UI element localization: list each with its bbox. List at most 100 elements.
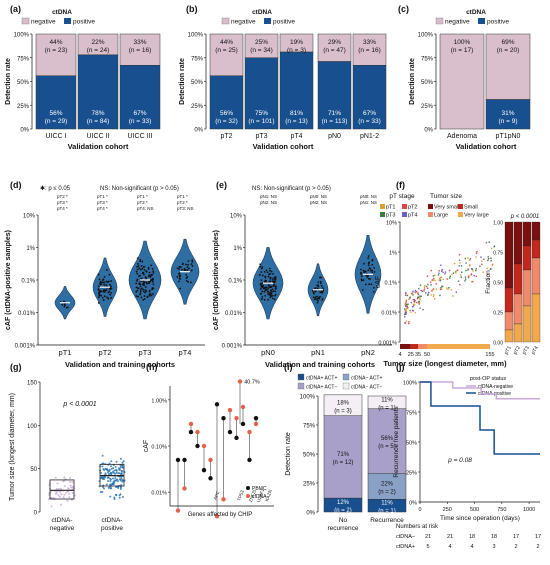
f-point bbox=[426, 275, 429, 277]
f-point bbox=[459, 262, 461, 264]
f-point bbox=[405, 313, 407, 315]
h-legend-cfdna: cfDNA bbox=[252, 494, 267, 500]
f-size-strip bbox=[400, 344, 411, 349]
f-point bbox=[475, 256, 477, 258]
e-point bbox=[318, 276, 321, 279]
f-point bbox=[475, 269, 477, 272]
e-point bbox=[267, 275, 270, 278]
h-point-pbmc bbox=[227, 429, 233, 435]
f-tick-label: 10% bbox=[386, 221, 397, 227]
f-point bbox=[405, 309, 408, 311]
f-point bbox=[464, 257, 467, 260]
f-point bbox=[427, 294, 429, 296]
i-seg-pct: 22% bbox=[381, 481, 394, 487]
d-point bbox=[138, 282, 141, 284]
f-point bbox=[442, 271, 444, 274]
b-bar-positive bbox=[352, 65, 387, 130]
e-category-label: pN2 bbox=[361, 348, 375, 357]
f-point bbox=[408, 321, 410, 323]
g-point bbox=[119, 466, 122, 469]
e-point bbox=[267, 299, 270, 301]
d-point bbox=[137, 262, 139, 265]
d-point bbox=[106, 296, 108, 299]
j-xtick-label: 500 bbox=[470, 507, 479, 513]
d-point bbox=[100, 283, 103, 286]
e-point bbox=[271, 297, 274, 300]
d-point bbox=[191, 259, 194, 262]
d-point bbox=[187, 280, 189, 283]
d-point bbox=[148, 271, 151, 274]
d-point bbox=[140, 287, 143, 290]
e-point bbox=[259, 265, 262, 268]
h-tick-label: 1.00% bbox=[151, 398, 167, 404]
g-point bbox=[110, 460, 113, 463]
d-point bbox=[142, 288, 145, 291]
i-seg-pct: 18% bbox=[337, 400, 350, 406]
e-ylabel: cAF (ctDNA-positive samples) bbox=[213, 230, 220, 330]
i-category-label: No bbox=[339, 517, 348, 524]
j-risk-value: 17 bbox=[513, 534, 519, 540]
e-point bbox=[267, 293, 269, 295]
f-point bbox=[434, 274, 436, 276]
f-point bbox=[455, 272, 457, 274]
g-point bbox=[63, 479, 66, 482]
f-frac-tick-label: 0.75 bbox=[493, 251, 503, 257]
f-point bbox=[427, 283, 429, 286]
e-point bbox=[367, 275, 370, 277]
f-tick-label: 1% bbox=[389, 251, 397, 257]
e-point bbox=[312, 296, 315, 299]
h-point-pbmc bbox=[247, 457, 252, 463]
f-point bbox=[417, 293, 420, 295]
f-point bbox=[410, 311, 412, 313]
e-point bbox=[274, 280, 276, 283]
e-point bbox=[371, 258, 374, 261]
j-risk-value: 18 bbox=[491, 534, 497, 540]
h-point-pbmc bbox=[201, 467, 207, 473]
f-point bbox=[404, 302, 407, 304]
f-point bbox=[472, 280, 474, 283]
i-category-label: recurrence bbox=[327, 525, 358, 532]
e-point bbox=[262, 284, 265, 287]
d-point bbox=[107, 280, 110, 283]
g-category-label: ctDNA- bbox=[52, 517, 73, 524]
f-point bbox=[411, 293, 414, 295]
d-annotation: pT2 * bbox=[137, 200, 148, 205]
f-point bbox=[438, 277, 441, 280]
a-tick-label: 100% bbox=[14, 33, 30, 39]
d-point bbox=[107, 291, 110, 294]
f-tick-label: 0.1% bbox=[384, 281, 397, 287]
f-point bbox=[438, 279, 440, 281]
i-bar-segment bbox=[323, 415, 363, 499]
j-risk-value: 17 bbox=[535, 534, 541, 540]
g-tick-label: 150 bbox=[27, 381, 38, 387]
f-point bbox=[416, 297, 419, 300]
f-point bbox=[429, 281, 432, 283]
d-point bbox=[102, 281, 105, 284]
c-category-label: pT1pN0 bbox=[496, 133, 521, 140]
d-point bbox=[185, 277, 188, 280]
i-legend-label: ctDNA− ACT+ bbox=[351, 376, 382, 382]
g-point bbox=[58, 495, 61, 498]
a-bar-positive bbox=[35, 75, 77, 130]
panel-label-g: (g) bbox=[10, 362, 22, 372]
f-legend-pt-swatch bbox=[402, 212, 407, 217]
f-legend-pt-label: pT3 bbox=[386, 213, 395, 219]
e-point bbox=[367, 257, 370, 260]
f-point bbox=[493, 245, 496, 247]
b-category-label: pT3 bbox=[255, 133, 267, 140]
d-point bbox=[176, 267, 179, 270]
b-pos-pct: 71% bbox=[328, 110, 341, 117]
f-size-strip bbox=[418, 344, 427, 349]
f-point bbox=[408, 298, 410, 301]
panel-label-b: (b) bbox=[186, 4, 198, 14]
f-point bbox=[413, 301, 416, 304]
e-point bbox=[272, 273, 274, 275]
d-point bbox=[141, 267, 144, 270]
f-point bbox=[480, 256, 482, 258]
a-pos-pct: 78% bbox=[91, 110, 104, 117]
d-point bbox=[97, 288, 100, 291]
b-legend-positive: positive bbox=[273, 19, 295, 26]
f-frac-tick-label: 1.00 bbox=[493, 221, 503, 227]
f-point bbox=[411, 291, 414, 294]
d-point bbox=[143, 298, 146, 300]
